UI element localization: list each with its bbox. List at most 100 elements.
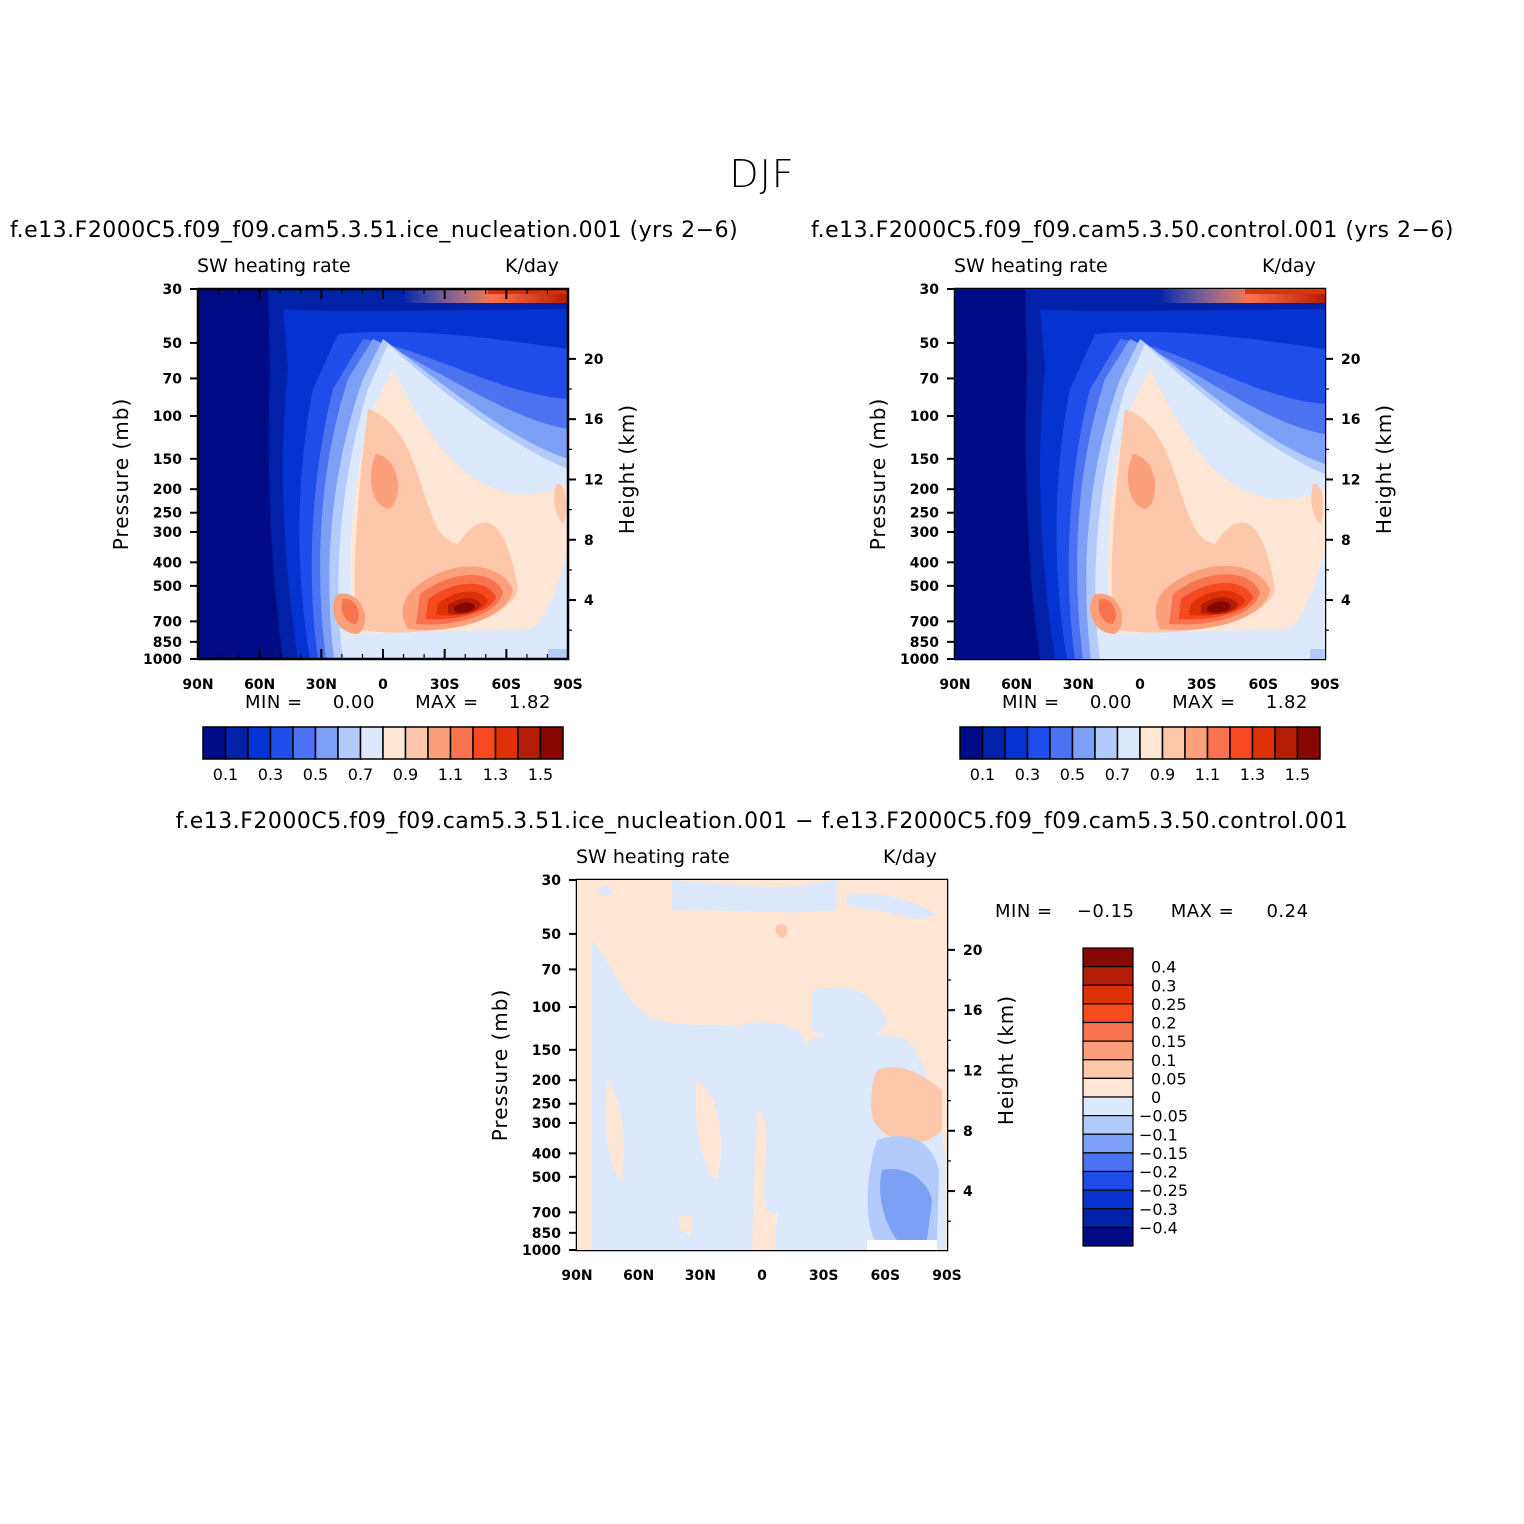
y-axis-label: Pressure (mb) (866, 398, 890, 551)
colorbar-label: 0.3 (258, 765, 283, 784)
y-tick-label: 30 (920, 282, 940, 298)
y-tick-label: 700 (153, 614, 182, 630)
colorbar-label: 0.7 (1105, 765, 1130, 784)
y-tick-label: 300 (153, 525, 182, 541)
colorbar-label: 0.1 (970, 765, 995, 784)
colorbar-swatch (1082, 966, 1134, 986)
panel1-colorbar-labels: 0.1 0.3 0.5 0.7 0.9 1.1 1.3 1.5 (213, 765, 553, 784)
colorbar-swatch (427, 726, 452, 760)
panel3-max-label: MAX = (1170, 901, 1235, 922)
panel3-colorbar-labels: 0.40.30.250.20.150.10.050−0.05−0.1−0.15−… (1139, 958, 1188, 1238)
y-tick-label: 850 (153, 635, 182, 651)
colorbar-label: 0.1 (1151, 1051, 1176, 1070)
y-tick-label: 1000 (900, 652, 939, 668)
y2-tick-label: 12 (1341, 472, 1360, 488)
colorbar-swatch (224, 726, 249, 760)
y-tick-label: 300 (532, 1116, 561, 1132)
colorbar-swatch (1082, 947, 1134, 968)
y-tick-label: 150 (910, 452, 939, 468)
y-tick-label: 300 (910, 525, 939, 541)
colorbar-swatch (1082, 1059, 1134, 1079)
panel3-title: f.e13.F2000C5.f09_f09.cam5.3.51.ice_nucl… (175, 809, 1349, 834)
colorbar-label: 0.1 (213, 765, 238, 784)
panel2-colorbar (959, 726, 1321, 760)
y-tick-label: 100 (532, 1000, 561, 1016)
y-tick-label: 700 (910, 614, 939, 630)
x-tick-label: 90N (939, 677, 970, 693)
colorbar-swatch (1049, 726, 1074, 760)
x-tick-label: 0 (378, 677, 388, 693)
colorbar-label: 1.3 (483, 765, 508, 784)
colorbar-label: 0.7 (348, 765, 373, 784)
y-tick-label: 850 (910, 635, 939, 651)
panel1-stats: MIN = 0.00 MAX = 1.82 (245, 692, 551, 713)
panel2-min-value: 0.00 (1089, 692, 1132, 713)
colorbar-label: −0.15 (1139, 1144, 1188, 1163)
panel2-left-label: SW heating rate (954, 255, 1108, 277)
y2-tick-label: 4 (1341, 593, 1351, 609)
colorbar-swatch (1082, 1189, 1134, 1210)
colorbar-swatch (1184, 726, 1209, 760)
colorbar-label: 1.1 (438, 765, 463, 784)
y2-tick-label: 4 (584, 593, 594, 609)
colorbar-label: 0.9 (393, 765, 418, 784)
colorbar-label: 0.5 (1060, 765, 1085, 784)
y2-tick-label: 16 (1341, 412, 1360, 428)
panel3-units-label: K/day (883, 846, 937, 868)
colorbar-swatch (1251, 726, 1276, 760)
y2-tick-label: 16 (584, 412, 603, 428)
x-tick-label: 90S (1310, 677, 1340, 693)
colorbar-swatch (1082, 1170, 1134, 1191)
y2-tick-label: 20 (1341, 352, 1361, 368)
colorbar-label: 1.1 (1195, 765, 1220, 784)
colorbar-label: 1.3 (1240, 765, 1265, 784)
x-tick-label: 30N (1063, 677, 1094, 693)
panel3-stats: MIN = −0.15 MAX = 0.24 (995, 901, 1309, 922)
x-tick-label: 30N (306, 677, 337, 693)
y2-tick-label: 12 (963, 1063, 982, 1079)
colorbar-label: 0.25 (1151, 995, 1187, 1014)
colorbar-swatch (959, 726, 984, 760)
x-tick-label: 90N (561, 1268, 592, 1284)
colorbar-swatch (404, 726, 429, 760)
colorbar-swatch (1082, 1115, 1134, 1135)
y2-tick-label: 20 (963, 943, 983, 959)
colorbar-swatch (359, 726, 384, 760)
colorbar-swatch (1082, 1021, 1134, 1042)
panel1-title: f.e13.F2000C5.f09_f09.cam5.3.51.ice_nucl… (10, 218, 739, 243)
y-tick-label: 100 (153, 409, 182, 425)
colorbar-swatch (1274, 726, 1299, 760)
colorbar-swatch (1139, 726, 1164, 760)
colorbar-label: 0.9 (1150, 765, 1175, 784)
x-tick-label: 60S (492, 677, 522, 693)
x-tick-label: 30S (1187, 677, 1217, 693)
y-axis-label: Pressure (mb) (488, 989, 512, 1142)
y-tick-label: 50 (163, 336, 183, 352)
x-tick-label: 90S (932, 1268, 962, 1284)
x-tick-label: 0 (757, 1268, 767, 1284)
y-tick-label: 400 (532, 1146, 561, 1162)
panel2-field (955, 289, 1325, 659)
colorbar-swatch (1082, 1096, 1134, 1117)
colorbar-swatch (472, 726, 497, 760)
colorbar-swatch (1161, 726, 1186, 760)
plot-frame (196, 287, 570, 661)
colorbar-swatch (1026, 726, 1051, 760)
panel2-max-value: 1.82 (1265, 692, 1308, 713)
x-tick-label: 30S (809, 1268, 839, 1284)
colorbar-label: 0.15 (1151, 1032, 1187, 1051)
panel3-left-label: SW heating rate (576, 846, 730, 868)
colorbar-swatch (1082, 1226, 1134, 1247)
colorbar-label: −0.25 (1139, 1181, 1188, 1200)
y-tick-label: 500 (910, 579, 939, 595)
panel3-field (577, 880, 947, 1250)
y-tick-label: 850 (532, 1226, 561, 1242)
colorbar-swatch (1206, 726, 1231, 760)
colorbar-swatch (1229, 726, 1254, 760)
figure-title: DJF (729, 152, 795, 196)
y2-tick-label: 8 (1341, 533, 1351, 549)
y-tick-label: 250 (153, 506, 182, 522)
x-tick-label: 90S (553, 677, 583, 693)
panel3-axes-frame: 90N 60N 30N 0 30S 60S 90S 30 50 70 100 150 200 250 300… (488, 873, 1018, 1284)
x-tick-label: 60N (623, 1268, 654, 1284)
